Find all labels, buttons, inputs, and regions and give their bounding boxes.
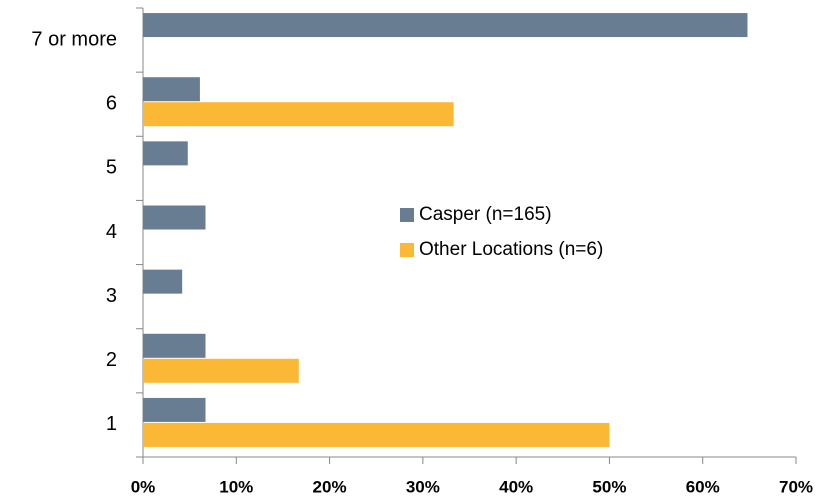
bar [143,102,454,127]
x-tick-label: 0% [131,477,156,496]
legend-label: Other Locations (n=6) [419,239,603,260]
x-tick-label: 70% [779,477,813,496]
x-tick-label: 50% [592,477,626,496]
bar [143,422,610,447]
bar [143,397,206,422]
y-tick-label: 2 [106,349,117,371]
bar [143,141,188,166]
legend-swatch [400,208,414,222]
x-tick-label: 20% [313,477,347,496]
y-tick-label: 1 [106,413,117,435]
y-tick-label: 6 [106,92,117,114]
bar [143,333,206,358]
y-tick-label: 4 [106,221,117,243]
bar [143,13,748,38]
y-tick-label: 3 [106,285,117,307]
legend-swatch [400,243,414,257]
bar [143,205,206,230]
bar [143,269,183,294]
bar [143,77,200,102]
x-tick-label: 30% [406,477,440,496]
bar [143,358,299,383]
x-tick-label: 10% [219,477,253,496]
y-tick-label: 7 or more [31,28,117,50]
y-tick-label: 5 [106,157,117,179]
x-tick-label: 40% [499,477,533,496]
legend-label: Casper (n=165) [419,204,552,225]
x-tick-label: 60% [686,477,720,496]
